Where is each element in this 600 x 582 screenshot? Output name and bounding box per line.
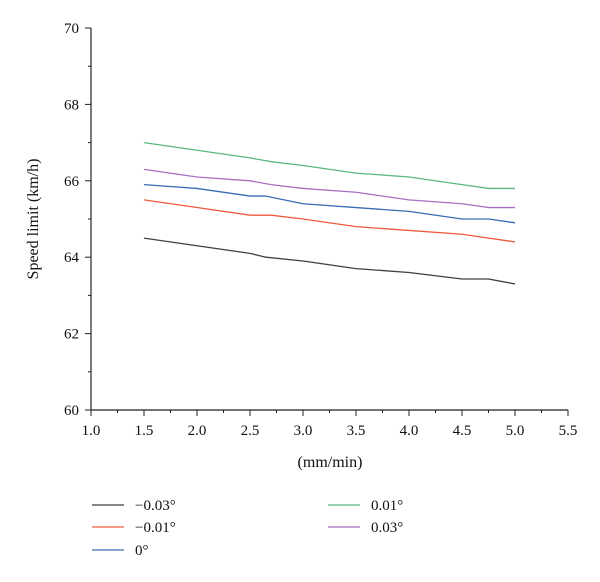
- y-axis-title: Speed limit (km/h): [25, 159, 42, 280]
- legend-label: −0.01°: [135, 520, 176, 536]
- series-line-5: [143, 168, 515, 209]
- x-tick-label: 2.5: [241, 423, 260, 439]
- plot-axes: [90, 28, 568, 411]
- legend-label: 0°: [135, 543, 149, 559]
- legend-label: −0.03°: [135, 498, 176, 514]
- legend-item-2: −0.01°: [92, 520, 176, 536]
- legend-item-5: 0.03°: [328, 520, 403, 536]
- y-tick-label: 70: [64, 21, 79, 37]
- chart-legend: −0.03° −0.01° 0° 0.01° 0.03°: [92, 498, 403, 559]
- y-tick-label: 68: [64, 97, 79, 113]
- series-line-3: [143, 183, 516, 224]
- y-tick-label: 62: [64, 327, 79, 343]
- y-tick-label: 60: [64, 403, 79, 419]
- x-axis-title: (mm/min): [298, 454, 363, 471]
- x-tick-label: 1.0: [82, 423, 101, 439]
- series-line-4: [143, 141, 515, 190]
- legend-item-4: 0.01°: [328, 498, 403, 514]
- legend-item-1: −0.03°: [92, 498, 176, 514]
- x-tick-label: 1.5: [135, 423, 154, 439]
- y-tick-label: 66: [64, 174, 80, 190]
- x-tick-label: 5.5: [559, 423, 578, 439]
- legend-item-3: 0°: [92, 543, 149, 559]
- axis-ticks: 1.0 1.5 2.0 2.5 3.0 3.5 4.0 4.5 5.0 5.5 60 62 64 66 68…: [64, 21, 577, 439]
- x-tick-label: 5.0: [506, 423, 525, 439]
- x-tick-label: 4.0: [400, 423, 419, 439]
- x-tick-label: 3.5: [347, 423, 366, 439]
- x-tick-label: 2.0: [188, 423, 207, 439]
- series-line-2: [143, 199, 516, 243]
- legend-label: 0.03°: [371, 520, 403, 536]
- series-line-1: [143, 237, 516, 285]
- x-tick-label: 3.0: [294, 423, 313, 439]
- series-layer: [143, 141, 516, 285]
- x-tick-label: 4.5: [453, 423, 472, 439]
- y-tick-label: 64: [64, 250, 80, 266]
- legend-label: 0.01°: [371, 498, 403, 514]
